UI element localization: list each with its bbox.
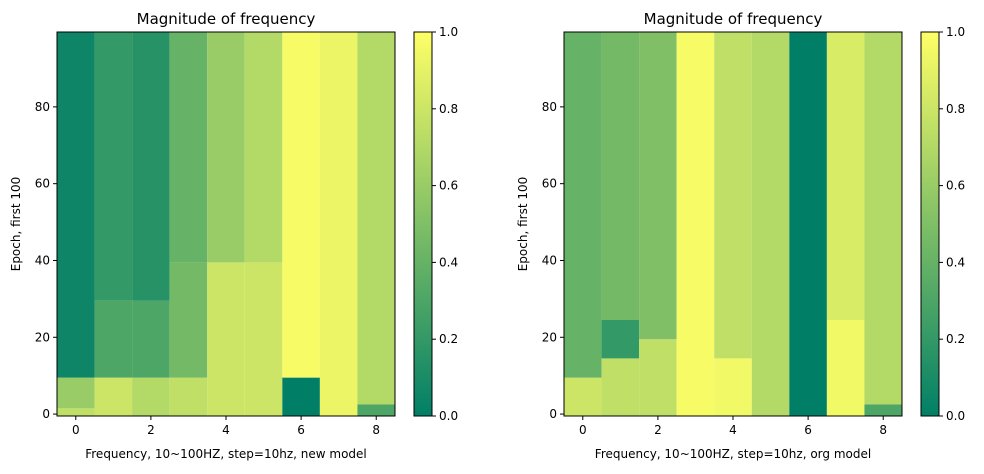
y-axis-label: Epoch, first 100	[516, 177, 530, 272]
y-tick-label: 40	[35, 253, 50, 267]
heatmap-cell	[864, 404, 902, 416]
heatmap-cell	[714, 358, 752, 416]
heatmap-cell	[244, 32, 283, 263]
colorbar: 0.0 0.2 0.4 0.6 0.8 1.0	[920, 25, 965, 423]
colorbar-tick-label: 1.0	[946, 25, 965, 39]
panel-left: Magnitude of frequency 0 2 4 6 8 0 20 40 60 80 F…	[9, 10, 458, 461]
heatmap-cell	[676, 32, 715, 416]
x-ticks: 0 2 4 6 8	[72, 416, 380, 437]
colorbar-tick-label: 0.6	[946, 179, 965, 193]
colorbar-tick-label: 0.0	[946, 409, 965, 423]
y-tick-label: 20	[35, 330, 50, 344]
y-tick-label: 60	[35, 177, 50, 191]
heatmap-cell	[601, 320, 640, 359]
heatmap-cell	[169, 377, 208, 416]
colorbar-tick-label: 0.6	[439, 179, 458, 193]
heatmap-cell	[564, 32, 602, 378]
colorbar-tick-label: 1.0	[439, 25, 458, 39]
y-tick-label: 80	[542, 100, 557, 114]
x-axis-label: Frequency, 10~100HZ, step=10hz, new mode…	[85, 447, 367, 461]
chart-title: Magnitude of frequency	[644, 10, 823, 28]
heatmap-cell	[601, 358, 640, 416]
heatmap-cell	[169, 262, 208, 378]
heatmap-cell	[132, 32, 170, 301]
heatmap-cell	[751, 32, 790, 416]
colorbar-tick-label: 0.2	[439, 332, 458, 346]
heatmap-cell	[864, 32, 902, 405]
colorbar-tick-label: 0.4	[946, 255, 965, 269]
colorbar-gradient	[413, 31, 433, 417]
heatmap-cell	[57, 32, 95, 378]
heatmap-cell	[564, 377, 602, 416]
heatmap-cell	[57, 377, 95, 409]
heatmap-cell	[207, 262, 245, 416]
heatmap-cell	[826, 320, 865, 416]
heatmap-cell	[132, 300, 170, 378]
heatmap-cell	[789, 32, 827, 416]
heatmap-cell	[132, 377, 170, 416]
heatmap-cell	[94, 377, 133, 416]
y-tick-label: 0	[42, 407, 50, 421]
heatmap-cell	[169, 32, 208, 263]
colorbar-tick-label: 0.8	[439, 102, 458, 116]
x-tick-label: 8	[879, 423, 887, 437]
heatmap-cell	[714, 32, 752, 359]
heatmap-cells	[564, 32, 902, 416]
heatmap-cell	[207, 32, 245, 263]
heatmap-cell	[319, 32, 358, 416]
heatmap-cell	[282, 32, 320, 378]
x-tick-label: 2	[654, 423, 662, 437]
x-tick-label: 4	[222, 423, 230, 437]
panel-right: Magnitude of frequency 0 2 4 6 8 0 20 40 60 80 F…	[516, 10, 965, 461]
y-axis-label: Epoch, first 100	[9, 177, 23, 272]
colorbar-tick-label: 0.2	[946, 332, 965, 346]
heatmap-cell	[94, 300, 133, 378]
x-ticks: 0 2 4 6 8	[579, 416, 887, 437]
colorbar: 0.0 0.2 0.4 0.6 0.8 1.0	[413, 25, 458, 423]
y-tick-label: 60	[542, 177, 557, 191]
x-tick-label: 4	[729, 423, 737, 437]
y-tick-label: 20	[542, 330, 557, 344]
y-tick-label: 0	[549, 407, 557, 421]
x-tick-label: 8	[372, 423, 380, 437]
heatmap-cell	[357, 32, 395, 405]
heatmap-cells	[57, 32, 395, 416]
x-axis-label: Frequency, 10~100HZ, step=10hz, org mode…	[595, 447, 871, 461]
x-tick-label: 6	[297, 423, 305, 437]
x-tick-label: 6	[804, 423, 812, 437]
heatmap-cell	[357, 404, 395, 416]
y-tick-label: 40	[542, 253, 557, 267]
heatmap-cell	[244, 262, 283, 416]
heatmap-cell	[94, 32, 133, 301]
colorbar-tick-label: 0.4	[439, 255, 458, 269]
heatmap-cell	[282, 377, 320, 416]
y-ticks: 0 20 40 60 80	[35, 100, 57, 421]
heatmap-cell	[639, 339, 677, 416]
x-tick-label: 0	[72, 423, 80, 437]
heatmap-cell	[601, 32, 640, 320]
x-tick-label: 2	[147, 423, 155, 437]
colorbar-gradient	[920, 31, 940, 417]
y-tick-label: 80	[35, 100, 50, 114]
heatmap-cell	[57, 408, 95, 416]
x-tick-label: 0	[579, 423, 587, 437]
colorbar-tick-label: 0.8	[946, 102, 965, 116]
chart-title: Magnitude of frequency	[137, 10, 316, 28]
colorbar-tick-label: 0.0	[439, 409, 458, 423]
heatmap-cell	[826, 32, 865, 320]
y-ticks: 0 20 40 60 80	[542, 100, 564, 421]
heatmap-cell	[639, 32, 677, 340]
